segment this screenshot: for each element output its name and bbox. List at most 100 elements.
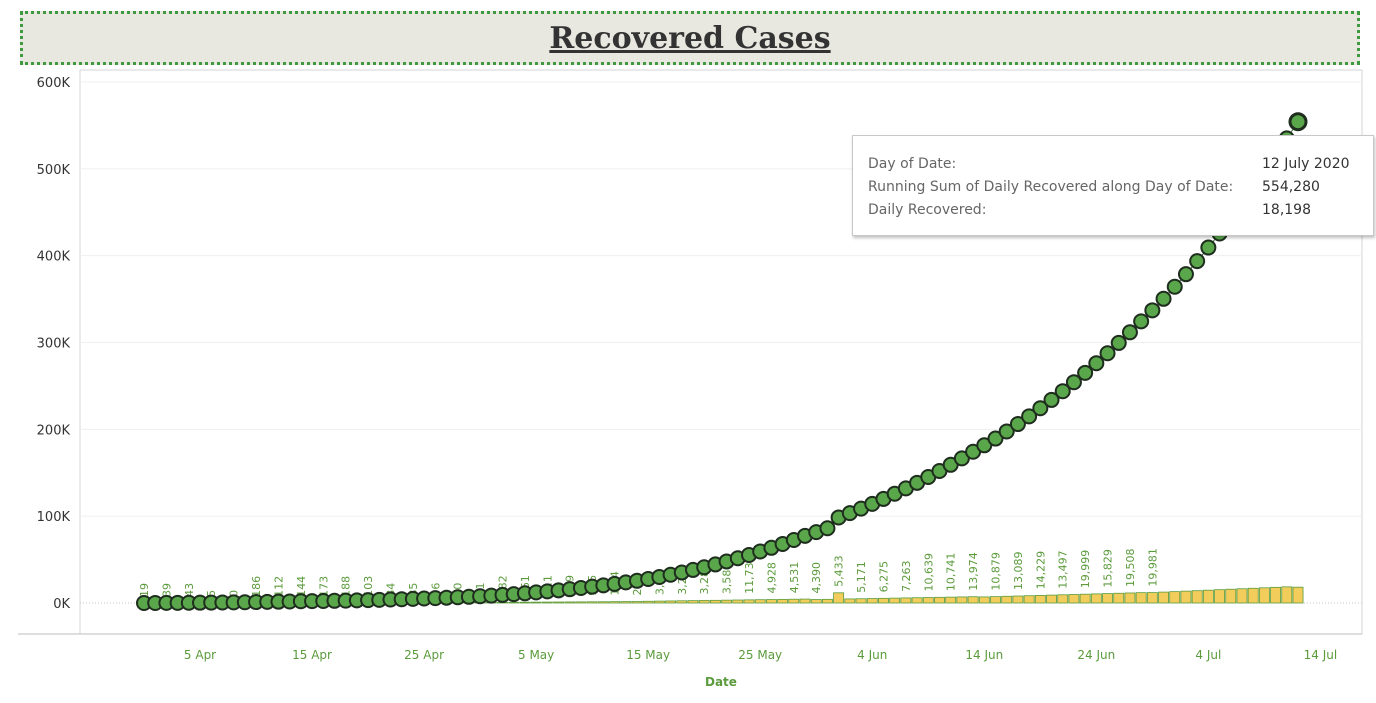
running-sum-point [1133, 313, 1150, 330]
daily-recovered-bar [1023, 595, 1035, 604]
x-tick-label: 4 Jul [1195, 648, 1221, 662]
bar-data-label: 14,229 [1034, 551, 1047, 590]
daily-recovered-bar [642, 600, 654, 604]
bar-data-label: 3,585 [721, 563, 734, 595]
daily-recovered-bar [956, 596, 968, 604]
bar-data-label: 13,974 [967, 552, 980, 591]
daily-recovered-bar [1202, 589, 1214, 604]
bar-data-label: 112 [272, 576, 285, 597]
daily-recovered-bar [799, 598, 811, 604]
daily-recovered-bar [934, 596, 945, 604]
y-tick-label: 300K [37, 337, 71, 352]
x-tick-label: 25 Apr [404, 648, 444, 662]
daily-recovered-bar [586, 601, 598, 604]
daily-recovered-bar [1180, 590, 1192, 604]
y-tick-label: 100K [37, 510, 71, 525]
running-sum-point [1177, 266, 1194, 283]
running-sum-point [1110, 334, 1127, 351]
tooltip: Day of Date: 12 July 2020 Running Sum of… [852, 135, 1374, 236]
bar-data-label: 0 [228, 590, 241, 597]
bar-data-label: 144 [295, 576, 308, 597]
daily-recovered-bar [1057, 594, 1069, 604]
daily-recovered-bar [665, 600, 677, 604]
x-tick-label: 5 May [518, 648, 554, 662]
x-tick-label: 15 May [626, 648, 670, 662]
daily-recovered-bar [687, 600, 699, 604]
daily-recovered-bar [866, 598, 878, 604]
running-sum-point [1166, 278, 1183, 295]
daily-recovered-bar [653, 600, 665, 604]
bar-data-label: 11,735 [743, 555, 756, 594]
daily-recovered-bar [855, 598, 867, 604]
daily-recovered-bar [1079, 593, 1091, 604]
daily-recovered-bar [911, 597, 923, 604]
daily-recovered-bar [1158, 591, 1169, 604]
bar-data-label: 4,928 [765, 562, 778, 594]
x-tick-label: 25 May [738, 648, 782, 662]
daily-recovered-bar [553, 601, 564, 604]
daily-recovered-bar [1236, 588, 1248, 604]
running-sum-point [1144, 302, 1161, 319]
daily-recovered-bar [1258, 587, 1270, 604]
daily-recovered-bar [709, 599, 721, 604]
running-sum-point [1009, 416, 1026, 433]
daily-recovered-bar [508, 601, 520, 604]
daily-recovered-bar [844, 598, 856, 604]
daily-recovered-bar [1046, 594, 1057, 604]
daily-recovered-bar [597, 601, 609, 604]
daily-recovered-bar [1247, 587, 1259, 604]
daily-recovered-bar [788, 598, 800, 604]
running-sum-point [1043, 391, 1060, 408]
bar-data-label: 188 [340, 576, 353, 597]
bar-data-label: 15,829 [1102, 549, 1115, 588]
daily-recovered-bar [967, 596, 979, 604]
x-tick-label: 15 Apr [292, 648, 332, 662]
bar-data-label: 19,981 [1146, 548, 1159, 587]
tooltip-value-date: 12 July 2020 [1262, 156, 1350, 172]
bar-data-label: 186 [250, 576, 263, 597]
daily-recovered-bar [530, 601, 542, 604]
bar-data-label: 19,999 [1079, 550, 1092, 589]
bar-data-label: 173 [317, 576, 330, 597]
running-sum-point [998, 423, 1015, 440]
running-sum-point [1065, 374, 1082, 391]
running-sum-point [819, 520, 836, 537]
bar-data-label: 7,263 [900, 560, 913, 592]
y-tick-label: 200K [37, 423, 71, 438]
daily-recovered-bar [1225, 588, 1237, 604]
tooltip-value-daily: 18,198 [1262, 202, 1311, 218]
bar-data-label: 103 [362, 576, 375, 597]
tooltip-label-date: Day of Date: [868, 156, 957, 172]
x-tick-label: 14 Jul [1304, 648, 1338, 662]
running-sum-point [1200, 239, 1217, 256]
running-sum-point [1288, 112, 1308, 132]
y-tick-label: 0K [53, 597, 70, 612]
daily-recovered-bar [519, 601, 531, 604]
x-tick-label: 5 Apr [184, 648, 216, 662]
daily-recovered-bar [721, 599, 733, 604]
bar-data-label: 10,639 [922, 553, 935, 592]
daily-recovered-bar [1191, 590, 1203, 604]
daily-recovered-bar [1214, 589, 1226, 604]
daily-recovered-bar [676, 600, 688, 604]
running-sum-point [1121, 324, 1138, 341]
daily-recovered-bar [1146, 592, 1158, 604]
daily-recovered-bar [631, 601, 643, 604]
daily-recovered-bar [1090, 593, 1102, 604]
daily-recovered-bar [541, 601, 553, 604]
running-sum-point [1077, 364, 1094, 381]
daily-recovered-bar [564, 601, 576, 604]
daily-recovered-bar [575, 601, 587, 604]
daily-recovered-bar [1034, 595, 1046, 604]
bar-data-label: 5,171 [855, 561, 868, 593]
y-tick-label: 500K [37, 163, 71, 178]
running-sum-point [1054, 383, 1071, 400]
daily-recovered-bar [990, 596, 1001, 604]
daily-recovered-bar [1135, 592, 1147, 604]
chart-title: Recovered Cases [549, 20, 831, 56]
daily-recovered-bar [777, 598, 789, 604]
bar-data-label: 6,275 [877, 561, 890, 593]
daily-recovered-bar [945, 596, 957, 604]
tooltip-value-running-sum: 554,280 [1262, 179, 1320, 195]
daily-recovered-bar [833, 592, 845, 604]
